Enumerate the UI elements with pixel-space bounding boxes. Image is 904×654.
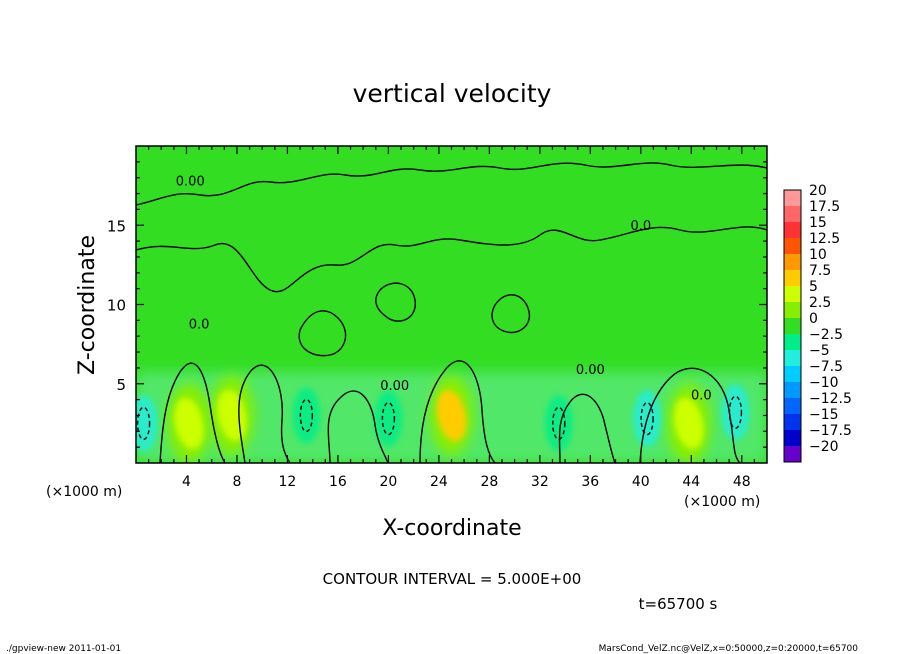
contour-value-label-1: 0.0 <box>630 219 651 234</box>
x-tick-label: 8 <box>232 474 241 490</box>
contour-value-label-4: 0.00 <box>380 379 409 394</box>
y-tick-label: 10 <box>107 297 126 315</box>
colorbar-label: 15 <box>809 215 827 231</box>
colorbar-label: −10 <box>809 375 839 391</box>
downdraft-4 <box>136 395 158 452</box>
x-tick-label: 36 <box>581 474 599 490</box>
x-tick-label: 16 <box>329 474 347 490</box>
updraft-core-2 <box>436 389 467 442</box>
contour-value-label-5: 0.0 <box>189 317 210 332</box>
colorbar-segment <box>784 190 801 207</box>
contour-line-0 <box>136 226 767 293</box>
colorbar-label: 17.5 <box>809 199 840 215</box>
contour-line-5 <box>639 367 741 463</box>
contour-line-10 <box>375 282 416 322</box>
negative-contour-5 <box>728 395 743 429</box>
colorbar-frame <box>783 189 802 463</box>
colorbar-segment <box>784 350 801 367</box>
features-layer <box>136 375 750 463</box>
negative-contour-1 <box>299 398 314 433</box>
contour-value-label-2: 0.00 <box>576 363 605 378</box>
colorbar-label: 5 <box>809 279 818 295</box>
colorbar-label: 10 <box>809 247 827 263</box>
contour-layer: 0.00 0.0 0.00 0.0 0.00 0.0 <box>136 162 767 463</box>
y-tick-label: 15 <box>107 217 126 235</box>
x-tick-label: 44 <box>682 474 700 490</box>
y-tick-label: 5 <box>116 376 126 394</box>
contour-interval: CONTOUR INTERVAL = 5.000E+00 <box>323 570 582 588</box>
contour-line-8 <box>298 310 347 357</box>
colorbar-label: 12.5 <box>809 231 840 247</box>
x-tick-label: 40 <box>632 474 650 490</box>
contour-line-7 <box>558 393 616 463</box>
y-axis-label: Z-coordinate <box>75 235 100 375</box>
x-unit-right: (×1000 m) <box>684 494 760 510</box>
x-unit-left: (×1000 m) <box>46 484 122 500</box>
updraft-core-3 <box>674 397 704 449</box>
colorbar-segment <box>784 334 801 351</box>
colorbar-segment <box>784 446 801 463</box>
x-tick-label: 12 <box>279 474 297 490</box>
colorbar-label: 7.5 <box>809 263 831 279</box>
x-tick-label: 28 <box>480 474 498 490</box>
contour-value-label-0: 0.00 <box>176 175 205 190</box>
footer-left: ./gpview-new 2011-01-01 <box>6 644 121 654</box>
colorbar-label: 0 <box>809 311 818 327</box>
x-tick-labels: 4 8 12 16 20 24 28 32 36 40 44 48 <box>182 474 751 490</box>
x-tick-label: 32 <box>531 474 549 490</box>
downdraft-6 <box>374 390 403 447</box>
colorbar-segment <box>784 382 801 399</box>
colorbar-segment <box>784 398 801 415</box>
colorbar-segment <box>784 430 801 447</box>
colorbar-label: −5 <box>809 343 830 359</box>
negative-contour-2 <box>381 401 396 436</box>
colorbar-segment <box>784 222 801 239</box>
colorbar-segment <box>784 414 801 431</box>
contour-line-1 <box>136 162 767 206</box>
colorbar-label: −15 <box>809 407 839 423</box>
colorbar-label: −17.5 <box>809 423 852 439</box>
x-tick-label: 20 <box>379 474 397 490</box>
updraft-core-0 <box>174 397 204 449</box>
colorbar-segment <box>784 286 801 303</box>
colorbar-segment <box>784 318 801 335</box>
colorbar-label: 20 <box>809 183 827 199</box>
negative-contour-0 <box>136 406 151 441</box>
downdraft-9 <box>721 384 750 441</box>
negative-contour-3 <box>552 406 566 441</box>
x-tick-label: 24 <box>430 474 448 490</box>
downdraft-5 <box>292 387 321 444</box>
colorbar-segment <box>784 366 801 383</box>
chart-title: vertical velocity <box>353 79 552 108</box>
colorbar-segment <box>784 238 801 255</box>
contour-line-2 <box>159 362 226 463</box>
footer-right: MarsCond_VelZ.nc@VelZ,x=0:50000,z=0:2000… <box>599 644 859 654</box>
contour-value-label-3: 0.0 <box>691 389 712 404</box>
colorbar-label: 2.5 <box>809 295 831 311</box>
contour-line-3 <box>238 364 291 463</box>
x-axis-label: X-coordinate <box>382 516 521 541</box>
colorbar: 2017.51512.5107.552.50−2.5−5−7.5−10−12.5… <box>783 183 852 463</box>
colorbar-segment <box>784 254 801 271</box>
contour-line-9 <box>491 294 531 334</box>
colorbar-segment <box>784 302 801 319</box>
colorbar-label: −12.5 <box>809 391 852 407</box>
x-tick-label: 4 <box>182 474 191 490</box>
contour-line-6 <box>327 390 389 463</box>
colorbar-label: −7.5 <box>809 359 843 375</box>
colorbar-segment <box>784 270 801 287</box>
contour-line-4 <box>419 360 496 463</box>
x-tick-label: 48 <box>733 474 751 490</box>
negative-contour-4 <box>640 401 654 436</box>
time-label: t=65700 s <box>639 595 718 613</box>
colorbar-label: −2.5 <box>809 327 843 343</box>
axis-ticks <box>136 146 767 463</box>
colorbar-segment <box>784 206 801 223</box>
plot-area: 0.00 0.0 0.00 0.0 0.00 0.0 <box>136 146 767 463</box>
colorbar-label: −20 <box>809 439 839 455</box>
y-tick-labels: 5 10 15 <box>107 217 126 394</box>
